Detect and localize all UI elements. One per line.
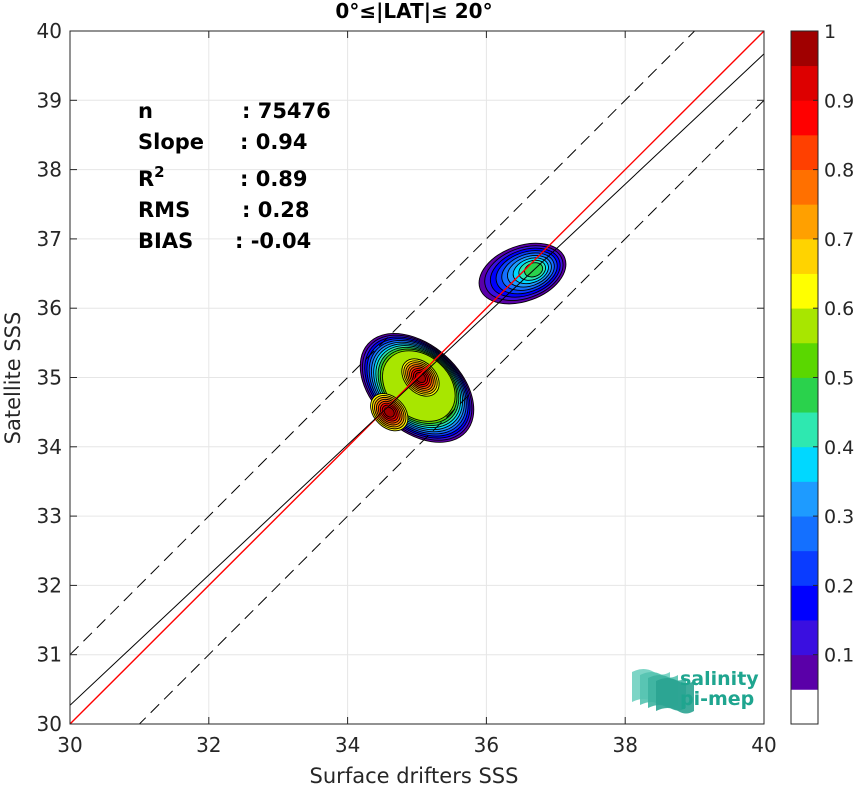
colorbar-tick-label: 0.9 <box>824 90 854 112</box>
y-tick-label: 38 <box>37 158 62 182</box>
y-tick-label: 33 <box>37 504 62 528</box>
colorbar-segment <box>791 377 818 413</box>
colorbar-segment <box>791 550 818 586</box>
chart-title: 0°≤|LAT|≤ 20° <box>335 0 492 23</box>
colorbar-segment <box>791 620 818 656</box>
y-tick-label: 36 <box>37 296 62 320</box>
y-tick-label: 35 <box>37 366 62 390</box>
stat-value: : 0.89 <box>240 167 308 191</box>
axes: 30 32 34 36 38 40 30 31 32 33 34 35 36 37 38 39 40 <box>37 19 777 757</box>
colorbar: 0.1 0.2 0.3 0.4 0.5 0.6 0.7 0.8 0.9 1 <box>790 21 854 725</box>
y-tick-label: 37 <box>37 227 62 251</box>
y-tick-label: 34 <box>37 435 62 459</box>
x-axis-label: Surface drifters SSS <box>310 764 519 786</box>
stat-superscript: 2 <box>154 163 164 181</box>
colorbar-tick-label: 0.2 <box>824 575 854 597</box>
colorbar-segment <box>791 654 818 690</box>
colorbar-tick-label: 0.5 <box>824 368 854 390</box>
colorbar-segment <box>791 516 818 552</box>
stat-name: n <box>138 99 153 123</box>
density-contours <box>359 242 567 443</box>
y-axis-label: Satellite SSS <box>1 312 25 445</box>
colorbar-tick-label: 0.4 <box>824 437 854 459</box>
colorbar-segment <box>791 585 818 621</box>
stat-name: Slope <box>138 130 204 154</box>
stat-value: : 0.28 <box>242 198 310 222</box>
colorbar-tick-label: 0.1 <box>824 645 854 667</box>
contour-peak-high <box>414 371 426 384</box>
x-tick-label: 38 <box>612 733 637 757</box>
colorbar-segment <box>791 204 818 240</box>
colorbar-tick-label: 0.3 <box>824 506 854 528</box>
stat-value: : 75476 <box>242 99 331 123</box>
colorbar-segment <box>791 412 818 448</box>
colorbar-segment <box>791 31 818 67</box>
colorbar-segment <box>791 169 818 205</box>
logo-text-line1: salinity <box>680 668 759 690</box>
colorbar-segment <box>791 100 818 136</box>
colorbar-segment <box>791 446 818 482</box>
x-tick-label: 34 <box>335 733 360 757</box>
lower-bound-line <box>138 99 764 724</box>
x-tick-label: 30 <box>57 733 82 757</box>
colorbar-segment <box>791 481 818 517</box>
colorbar-tick-label: 0.6 <box>824 298 854 320</box>
logo-text-line2: pi-mep <box>680 688 754 710</box>
y-tick-label: 39 <box>37 88 62 112</box>
regression-line <box>70 53 764 706</box>
colorbar-tick-label: 0.7 <box>824 229 854 251</box>
colorbar-segment <box>791 65 818 101</box>
annotations: 0°≤|LAT|≤ 20° Surface drifters SSS Satel… <box>1 0 759 786</box>
x-tick-label: 40 <box>751 733 776 757</box>
stat-name: BIAS <box>138 229 193 253</box>
colorbar-segment <box>791 689 818 725</box>
colorbar-segment <box>791 238 818 274</box>
stat-value: : 0.94 <box>240 130 308 154</box>
colorbar-tick-label: 1 <box>824 21 836 43</box>
x-tick-label: 32 <box>196 733 221 757</box>
contour-peak-low <box>383 406 395 418</box>
colorbar-segment <box>791 308 818 344</box>
upper-bound-line <box>70 31 696 656</box>
y-tick-label: 31 <box>37 643 62 667</box>
colorbar-tick-label: 0.8 <box>824 160 854 182</box>
colorbar-segment <box>791 273 818 309</box>
colorbar-segment <box>791 134 818 170</box>
stat-name: RMS <box>138 198 190 222</box>
stat-value: : -0.04 <box>235 229 311 253</box>
y-tick-label: 40 <box>37 19 62 43</box>
colorbar-segment <box>791 342 818 378</box>
plot-area <box>69 30 765 725</box>
x-tick-label: 36 <box>474 733 499 757</box>
y-tick-label: 32 <box>37 573 62 597</box>
logo-wave-icon <box>656 678 694 714</box>
y-tick-label: 30 <box>37 712 62 736</box>
one-to-one-line <box>70 31 764 724</box>
